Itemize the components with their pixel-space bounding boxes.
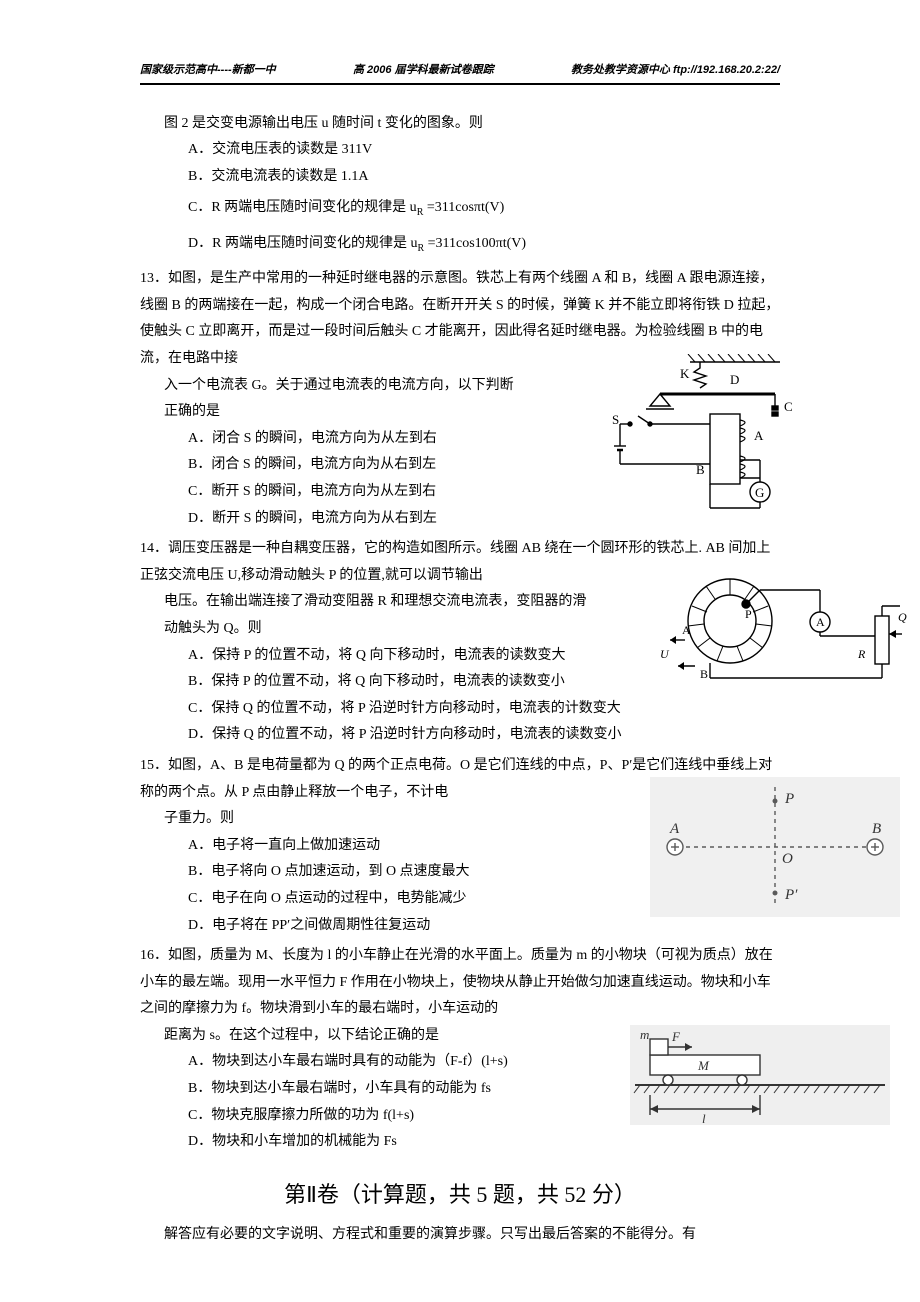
- q13-num: 13．: [140, 271, 168, 286]
- q14-opt-c: C．保持 Q 的位置不动，将 P 沿逆时针方向移动时，电流表的计数变大: [188, 696, 780, 723]
- q13-text: 如图，是生产中常用的一种延时继电器的示意图。铁芯上有两个线圈 A 和 B，线圈 …: [140, 271, 779, 366]
- fig14-label-u: U: [660, 647, 670, 661]
- page-header: 国家级示范高中----新都一中 高 2006 届学科最新试卷跟踪 教务处教学资源…: [140, 60, 780, 81]
- fig13-label-c: C: [784, 399, 793, 414]
- header-rule: [140, 83, 780, 85]
- header-left: 国家级示范高中----新都一中: [140, 60, 276, 81]
- fig16-label-l: l: [702, 1111, 706, 1125]
- q12-opt-c-post: =311cosπt(V): [423, 200, 504, 215]
- q13-figure: K D C: [600, 354, 800, 514]
- q12-opt-a: A．交流电压表的读数是 311V: [188, 137, 780, 164]
- page: 国家级示范高中----新都一中 高 2006 届学科最新试卷跟踪 教务处教学资源…: [0, 0, 920, 1302]
- fig14-label-p: P: [745, 607, 752, 621]
- fig15-label-p: P: [784, 791, 794, 807]
- q15-figure: A B O P P′: [650, 777, 900, 917]
- q16-text: 如图，质量为 M、长度为 l 的小车静止在光滑的水平面上。质量为 m 的小物块（…: [140, 948, 773, 1016]
- section-2-note: 解答应有必要的文字说明、方程式和重要的演算步骤。只写出最后答案的不能得分。有: [164, 1222, 780, 1249]
- q16-opt-d: D．物块和小车增加的机械能为 Fs: [188, 1129, 780, 1156]
- q15-num: 15．: [140, 758, 168, 773]
- q16-figure: M m F l: [630, 1025, 890, 1125]
- fig14-label-q: Q: [898, 610, 907, 624]
- q12-opt-c-pre: C．R 两端电压随时间变化的规律是 u: [188, 200, 417, 215]
- header-right: 教务处教学资源中心 ftp://192.168.20.2:22/: [571, 60, 780, 81]
- fig16-label-m-cap: M: [697, 1058, 710, 1073]
- fig13-label-g: G: [755, 485, 764, 500]
- q12-opt-d-pre: D．R 两端电压随时间变化的规律是 u: [188, 236, 417, 251]
- fig14-label-a: A: [682, 623, 691, 637]
- q15: 15．如图，A、B 是电荷量都为 Q 的两个正点电荷。O 是它们连线的中点，P、…: [140, 753, 780, 939]
- q12-stem: 图 2 是交变电源输出电压 u 随时间 t 变化的图象。则: [164, 111, 780, 138]
- header-center: 高 2006 届学科最新试卷跟踪: [353, 60, 494, 81]
- section-2-title: 第Ⅱ卷（计算题，共 5 题，共 52 分）: [140, 1174, 780, 1216]
- q12-opt-b: B．交流电流表的读数是 1.1A: [188, 164, 780, 191]
- q12-continuation: 图 2 是交变电源输出电压 u 随时间 t 变化的图象。则 A．交流电压表的读数…: [164, 111, 780, 258]
- q14-num: 14．: [140, 541, 168, 556]
- fig13-label-a: A: [754, 428, 764, 443]
- fig15-label-a: A: [669, 821, 680, 837]
- fig16-label-f: F: [671, 1029, 681, 1044]
- q14: 14．调压变压器是一种自耦变压器，它的构造如图所示。线圈 AB 绕在一个圆环形的…: [140, 536, 780, 749]
- fig13-label-d: D: [730, 372, 739, 387]
- fig14-label-am: A: [816, 615, 825, 629]
- q14-figure: P A B U A: [650, 566, 910, 696]
- fig15-label-b: B: [872, 821, 881, 837]
- fig15-label-pp: P′: [784, 887, 798, 903]
- fig14-label-b: B: [700, 667, 708, 681]
- q14-opt-d: D．保持 Q 的位置不动，将 P 沿逆时针方向移动时，电流表的读数变小: [188, 722, 780, 749]
- q12-opt-c: C．R 两端电压随时间变化的规律是 uR =311cosπt(V): [188, 195, 780, 222]
- fig15-label-o: O: [782, 851, 793, 867]
- q13: 13．如图，是生产中常用的一种延时继电器的示意图。铁芯上有两个线圈 A 和 B，…: [140, 266, 780, 532]
- q16: 16．如图，质量为 M、长度为 l 的小车静止在光滑的水平面上。质量为 m 的小…: [140, 943, 780, 1156]
- fig13-label-k: K: [680, 366, 690, 381]
- q16-num: 16．: [140, 948, 168, 963]
- q12-opt-d-post: =311cos100πt(V): [424, 236, 526, 251]
- q12-opt-d: D．R 两端电压随时间变化的规律是 uR =311cos100πt(V): [188, 231, 780, 258]
- fig13-label-s: S: [612, 412, 619, 427]
- fig16-label-m: m: [640, 1027, 649, 1042]
- fig14-label-r: R: [857, 647, 866, 661]
